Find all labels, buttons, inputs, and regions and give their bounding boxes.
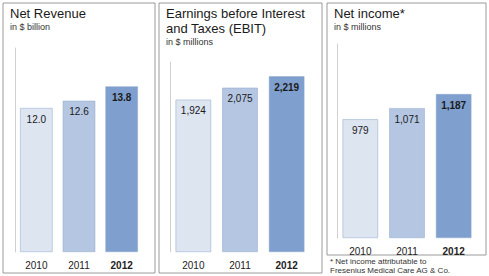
svg-text:2012: 2012	[276, 260, 299, 271]
svg-text:979: 979	[352, 125, 369, 136]
svg-text:KGaA.: KGaA.	[330, 275, 354, 276]
svg-text:2011: 2011	[229, 260, 251, 271]
svg-text:13.8: 13.8	[112, 92, 132, 103]
svg-text:in $ millions: in $ millions	[334, 22, 382, 32]
svg-text:2,075: 2,075	[227, 93, 252, 104]
svg-text:2012: 2012	[443, 246, 466, 257]
svg-text:Fresenius Medical Care AG & Co: Fresenius Medical Care AG & Co.	[330, 266, 452, 275]
svg-text:Net income*: Net income*	[334, 6, 405, 21]
svg-text:Net Revenue: Net Revenue	[10, 6, 86, 21]
svg-text:2012: 2012	[111, 260, 134, 271]
svg-text:1,187: 1,187	[441, 100, 466, 111]
svg-text:12.0: 12.0	[27, 114, 47, 125]
svg-text:in $ millions: in $ millions	[166, 37, 214, 47]
svg-text:12.6: 12.6	[69, 106, 89, 117]
svg-text:2011: 2011	[396, 246, 418, 257]
svg-text:2010: 2010	[25, 260, 48, 271]
svg-text:Earnings before Interest: Earnings before Interest	[166, 6, 308, 21]
svg-text:2,219: 2,219	[274, 82, 299, 93]
svg-text:2010: 2010	[182, 260, 205, 271]
svg-text:and Taxes (EBIT): and Taxes (EBIT)	[166, 21, 266, 36]
svg-text:2010: 2010	[349, 246, 372, 257]
svg-text:1,924: 1,924	[181, 105, 206, 116]
svg-text:* Net income attributable to: * Net income attributable to	[330, 257, 429, 266]
svg-text:in $ billion: in $ billion	[10, 22, 50, 32]
svg-text:1,071: 1,071	[394, 114, 419, 125]
svg-text:2011: 2011	[68, 260, 90, 271]
